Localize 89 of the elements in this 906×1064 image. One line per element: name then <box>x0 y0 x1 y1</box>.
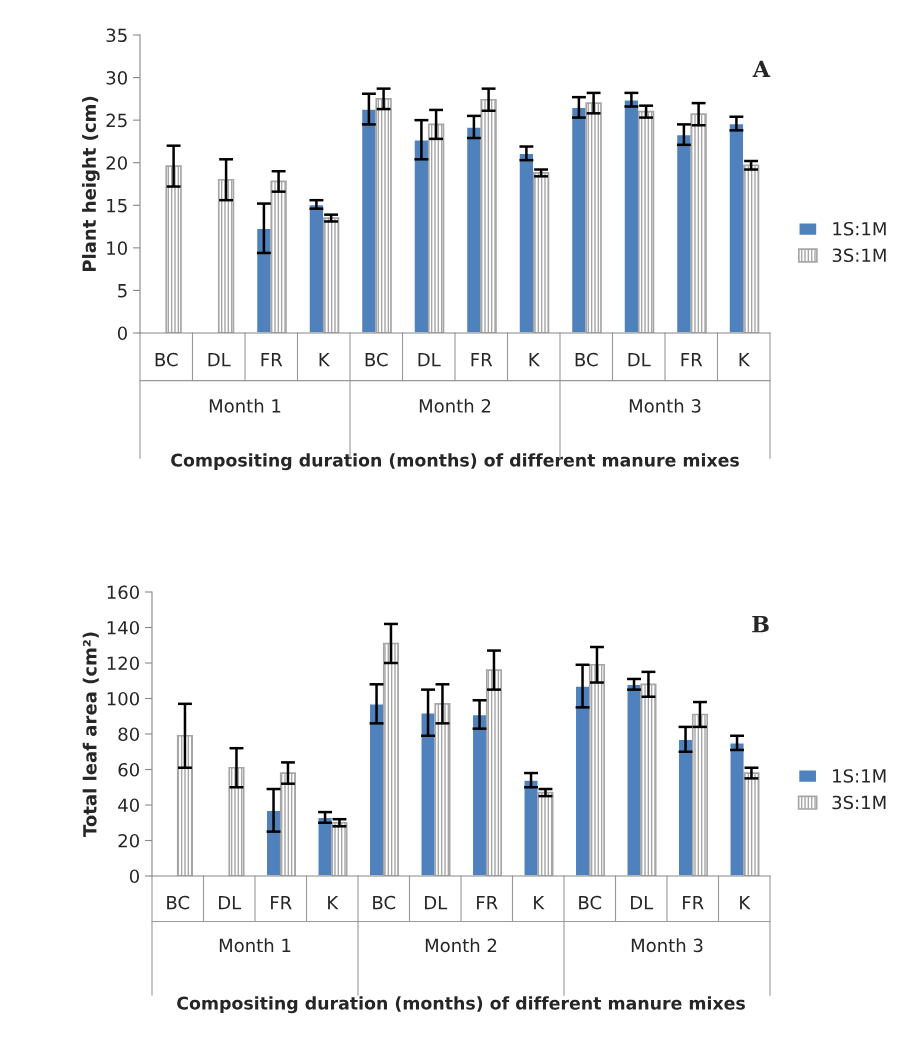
legend-label: 3S:1M <box>832 795 886 810</box>
x-tick-label: DL <box>425 896 448 910</box>
x-tick-label: K <box>328 896 339 910</box>
x-tick-label: BC <box>579 895 602 910</box>
x-tick-label: K <box>534 896 545 910</box>
x-axis-title: Compositing duration (months) of different manure mixes <box>177 996 745 1014</box>
bar <box>308 203 325 333</box>
bar <box>691 713 709 876</box>
text: Month 2 <box>419 398 491 413</box>
text: Month 1 <box>209 398 281 413</box>
bar <box>427 123 445 333</box>
x-tick-label: FR <box>271 896 292 910</box>
bar <box>322 217 340 333</box>
x-tick-label: DL <box>219 896 242 910</box>
bar <box>434 702 451 876</box>
bar <box>523 779 539 876</box>
y-tick-label: 160 <box>107 585 139 600</box>
y-tick-label: 5 <box>118 284 127 298</box>
bar <box>637 110 655 333</box>
x-tick-label: DL <box>631 896 654 910</box>
y-tick-label: 60 <box>118 762 139 777</box>
x-tick-label: FR <box>477 896 498 910</box>
y-tick-label: 100 <box>107 691 139 706</box>
bar <box>743 772 760 876</box>
y-tick-label: 15 <box>107 198 127 213</box>
bar <box>690 113 707 333</box>
x-tick-label: K <box>319 353 331 367</box>
legend-label: 1S:1M <box>833 221 886 236</box>
legend-label: 3S:1M <box>832 248 886 263</box>
bar <box>485 669 503 876</box>
y-tick-label: 40 <box>118 798 139 813</box>
text: Month 1 <box>219 938 291 953</box>
x-tick-label: BC <box>575 352 598 367</box>
x-tick-label: FR <box>681 353 703 367</box>
x-tick-label: DL <box>628 353 651 367</box>
bar <box>742 164 760 333</box>
x-tick-label: BC <box>365 352 388 367</box>
bar <box>375 98 392 333</box>
x-tick-label: DL <box>208 353 231 367</box>
y-tick-label: 80 <box>118 727 139 742</box>
text: Month 3 <box>629 398 701 413</box>
x-tick-label: DL <box>418 353 441 367</box>
y-tick-label: 35 <box>106 28 127 43</box>
y-axis-title: Plant height (cm) <box>82 96 100 272</box>
y-axis-title: Total leaf area (cm²) <box>82 632 99 837</box>
bar <box>480 98 497 333</box>
text: Month 2 <box>425 938 497 953</box>
y-tick-label: 20 <box>106 156 127 170</box>
annotation: B <box>752 616 769 633</box>
bar <box>217 178 235 333</box>
bar <box>585 102 602 333</box>
bar <box>588 663 606 876</box>
text: Month 3 <box>631 938 703 953</box>
y-tick-label: 140 <box>107 620 139 635</box>
bar <box>165 165 182 333</box>
annotation: A <box>752 60 771 77</box>
bar <box>382 642 400 876</box>
bar <box>176 734 194 876</box>
legend-label: 1S:1M <box>833 769 886 783</box>
bar <box>228 766 245 876</box>
x-tick-label: FR <box>471 353 493 367</box>
bar <box>537 791 554 876</box>
y-tick-label: 25 <box>106 113 127 128</box>
bar <box>413 139 430 333</box>
x-tick-label: FR <box>261 353 283 367</box>
x-axis-title: Compositing duration (months) of different manure mixes <box>171 453 739 471</box>
x-tick-label: K <box>529 353 541 367</box>
bar <box>532 172 550 333</box>
bar <box>729 742 745 876</box>
bar <box>518 152 535 333</box>
x-tick-label: K <box>739 353 751 367</box>
y-tick-label: 10 <box>107 241 127 255</box>
x-tick-label: FR <box>683 896 704 910</box>
y-tick-label: 20 <box>118 833 139 848</box>
bar <box>640 683 657 876</box>
y-tick-label: 120 <box>107 656 139 671</box>
bar <box>623 99 640 333</box>
y-tick-label: 0 <box>117 326 127 341</box>
x-tick-label: BC <box>155 352 178 367</box>
y-tick-label: 30 <box>106 71 127 85</box>
bar <box>270 180 287 333</box>
bar <box>331 821 348 876</box>
y-tick-label: 0 <box>129 869 139 884</box>
x-tick-label: K <box>740 896 751 910</box>
x-tick-label: BC <box>373 895 396 910</box>
bar <box>626 683 642 876</box>
bar <box>728 122 745 333</box>
x-tick-label: BC <box>167 895 190 910</box>
bar <box>279 772 297 876</box>
